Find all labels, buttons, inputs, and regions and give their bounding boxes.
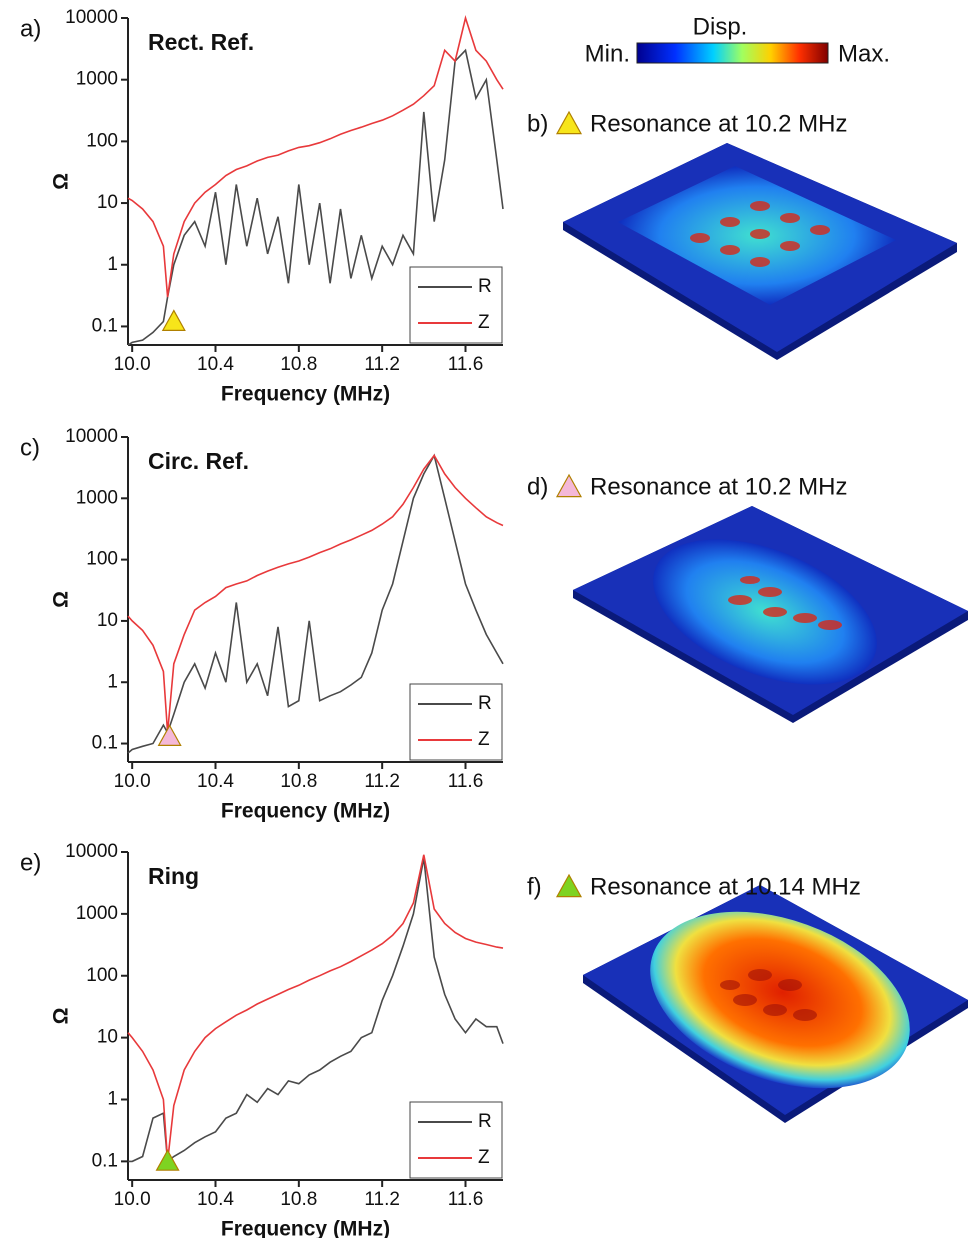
- simulation-image: [563, 143, 957, 360]
- marker: [161, 309, 186, 331]
- series-line: [127, 854, 504, 1162]
- y-tick-label: 10: [97, 1027, 118, 1048]
- legend-label: R: [478, 1111, 492, 1132]
- marker: [155, 1149, 180, 1171]
- x-tick-label: 11.2: [364, 354, 400, 375]
- legend-label: Z: [478, 729, 490, 750]
- legend-box: [409, 266, 503, 344]
- legend-box: [409, 1101, 503, 1179]
- legend-marker: [555, 110, 583, 135]
- panel-title: Resonance at 10.2 MHz: [590, 473, 847, 500]
- x-tick-label: 10.8: [280, 771, 317, 792]
- simulation-image: [583, 885, 968, 1123]
- legend-marker: [555, 473, 583, 498]
- x-tick-label: 10.4: [197, 354, 234, 375]
- colorbar-max: Max.: [838, 40, 890, 67]
- y-tick-label: 1000: [76, 69, 118, 90]
- x-tick-label: 10.8: [280, 1189, 317, 1210]
- series-line: [127, 15, 504, 298]
- x-axis-label: Frequency (MHz): [221, 1218, 390, 1238]
- x-axis-label: Frequency (MHz): [221, 383, 390, 406]
- legend-marker: [555, 873, 583, 898]
- panel-label: b): [527, 110, 548, 137]
- series-line: [127, 48, 504, 346]
- y-tick-label: 0.1: [92, 315, 118, 336]
- legend-box: [409, 683, 503, 761]
- legend-label: R: [478, 693, 492, 714]
- simulation-image: [573, 506, 968, 723]
- x-tick-label: 10.4: [197, 771, 234, 792]
- y-tick-label: 1000: [76, 903, 118, 924]
- y-tick-label: 100: [86, 130, 118, 151]
- y-axis-label: Ω: [50, 591, 73, 608]
- y-tick-label: 100: [86, 549, 118, 570]
- x-tick-label: 11.6: [448, 771, 484, 792]
- colorbar-title: Disp.: [693, 13, 748, 40]
- panel-label: d): [527, 473, 548, 500]
- y-tick-label: 10: [97, 610, 118, 631]
- series-line: [128, 857, 504, 1163]
- y-tick-label: 1: [107, 254, 118, 275]
- marker: [157, 724, 182, 746]
- panel-label: e): [20, 849, 41, 876]
- x-tick-label: 11.2: [364, 1189, 400, 1210]
- y-tick-label: 1000: [76, 487, 118, 508]
- colorbar-min: Min.: [585, 40, 630, 67]
- chart-title: Ring: [148, 863, 199, 889]
- y-axis-label: Ω: [50, 1008, 73, 1025]
- series-line: [127, 454, 504, 733]
- x-tick-label: 11.6: [448, 354, 484, 375]
- chart-title: Rect. Ref.: [148, 29, 254, 55]
- chart-title: Circ. Ref.: [148, 448, 249, 474]
- y-tick-label: 0.1: [92, 733, 118, 754]
- y-tick-label: 0.1: [92, 1150, 118, 1171]
- x-tick-label: 10.0: [114, 1189, 151, 1210]
- panel-title: Resonance at 10.14 MHz: [590, 873, 861, 900]
- legend-label: Z: [478, 1147, 490, 1168]
- x-tick-label: 10.0: [114, 771, 151, 792]
- legend-label: R: [478, 276, 492, 297]
- panel-label: f): [527, 873, 542, 900]
- y-tick-label: 100: [86, 965, 118, 986]
- y-axis-label: Ω: [50, 173, 73, 190]
- y-tick-label: 10000: [65, 841, 118, 862]
- x-tick-label: 11.2: [364, 771, 400, 792]
- y-tick-label: 1: [107, 671, 118, 692]
- y-tick-label: 10: [97, 192, 118, 213]
- series-line: [127, 453, 504, 754]
- y-tick-label: 10000: [65, 7, 118, 28]
- colorbar: [636, 42, 829, 64]
- y-tick-label: 1: [107, 1089, 118, 1110]
- x-tick-label: 11.6: [448, 1189, 484, 1210]
- x-tick-label: 10.8: [280, 354, 317, 375]
- x-tick-label: 10.4: [197, 1189, 234, 1210]
- x-axis-label: Frequency (MHz): [221, 800, 390, 823]
- y-tick-label: 10000: [65, 426, 118, 447]
- panel-title: Resonance at 10.2 MHz: [590, 110, 847, 137]
- legend-label: Z: [478, 312, 490, 333]
- panel-label: a): [20, 15, 41, 42]
- panel-label: c): [20, 434, 40, 461]
- x-tick-label: 10.0: [114, 354, 151, 375]
